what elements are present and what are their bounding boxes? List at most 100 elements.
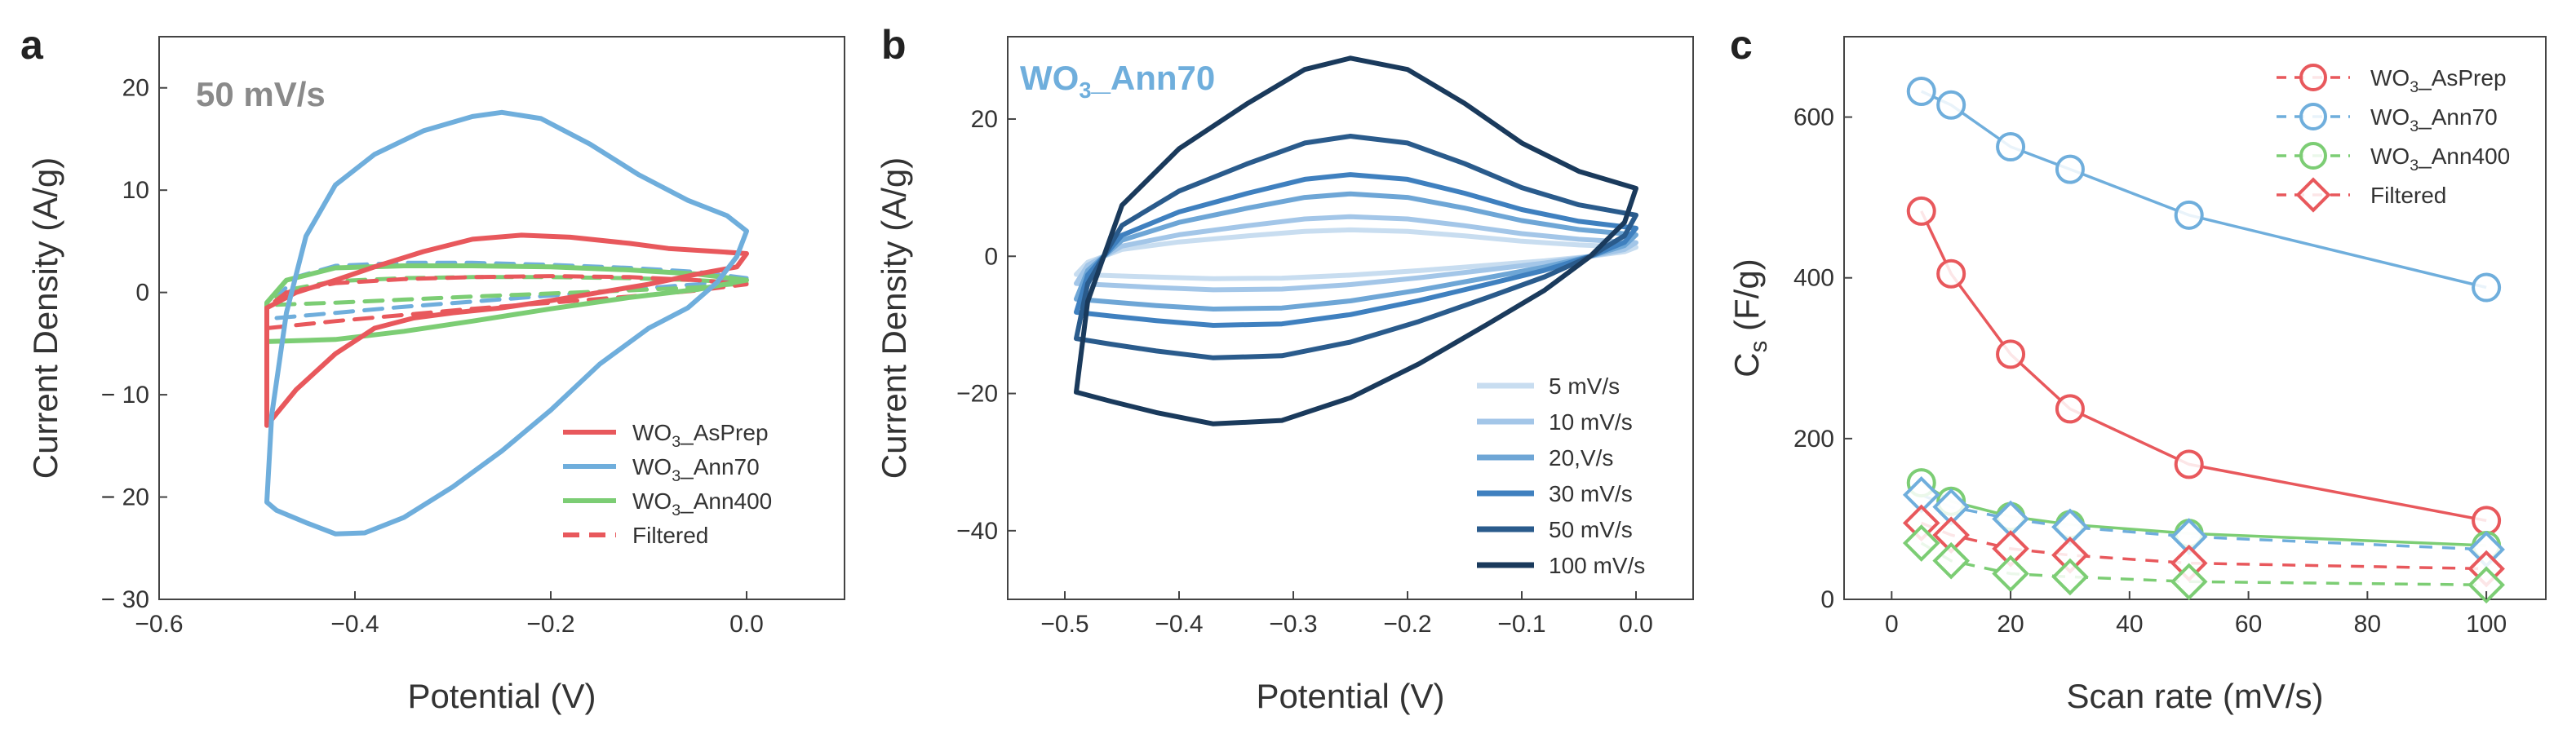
data-point-circle xyxy=(2299,103,2327,130)
annotation-a: 50 mV/s xyxy=(196,75,326,113)
x-axis-title-a: Potential (V) xyxy=(407,677,596,715)
cv-loop-5-mv-s xyxy=(1074,227,1638,281)
y-tick-label: 200 xyxy=(1793,426,1834,453)
y-ticks-a: − 30 − 20 − 10 0 10 20 xyxy=(101,75,167,613)
panel-letter-b: b xyxy=(881,22,907,68)
plot-frame-b xyxy=(1007,36,1694,600)
legend-label-c: WO3_AsPrep xyxy=(2370,65,2507,96)
data-point-circle xyxy=(1996,339,2026,369)
x-ticks-a: −0.6 −0.4 −0.2 0.0 xyxy=(135,591,764,638)
panel-letter-c: c xyxy=(1730,22,1753,68)
legend-label-a-rest: _AsPrep xyxy=(680,420,768,445)
y-axis-title-c-rest: (F/g) xyxy=(1727,258,1766,340)
annotation-b-main: WO xyxy=(1020,59,1079,97)
plot-frame-c xyxy=(1843,36,2547,600)
legend-label-a: Filtered xyxy=(632,523,708,548)
panel-letter-a: a xyxy=(20,22,44,68)
y-axis-title-b: Current Density (A/g) xyxy=(875,157,913,479)
x-tick-label: 60 xyxy=(2235,611,2262,638)
cv-loop-100-mv-s xyxy=(1074,55,1638,426)
legend-label-b: 30 mV/s xyxy=(1549,481,1633,506)
legend-label-c-main: WO xyxy=(2370,65,2410,91)
y-tick-label: 20 xyxy=(971,106,998,133)
x-ticks-c: 0 20 40 60 80 100 xyxy=(1885,591,2507,638)
cv-curve-wo3_ann70-dashed xyxy=(274,260,749,320)
y-tick-label: 0 xyxy=(1820,586,1834,613)
y-ticks-b: −40 −20 0 20 xyxy=(956,106,1016,545)
data-point-circle xyxy=(2055,154,2085,184)
x-tick-label: −0.4 xyxy=(330,611,379,638)
legend-label-b: 10 mV/s xyxy=(1549,409,1633,435)
cv-loop-50-mv-s xyxy=(1074,134,1638,360)
legend-label-c: WO3_Ann70 xyxy=(2370,104,2498,135)
y-tick-label: 0 xyxy=(984,243,998,270)
legend-label-c-main: WO xyxy=(2370,104,2410,130)
y-tick-label: 0 xyxy=(135,280,149,307)
x-tick-label: −0.4 xyxy=(1155,611,1203,638)
annotation-b-rest: _Ann70 xyxy=(1091,59,1216,97)
y-tick-label: − 20 xyxy=(101,484,149,511)
data-point-circle xyxy=(1906,196,1936,226)
data-point-diamond xyxy=(1902,524,1940,562)
x-ticks-b: −0.5 −0.4 −0.3 −0.2 −0.1 0.0 xyxy=(1040,591,1653,638)
legend-label-b: 100 mV/s xyxy=(1549,553,1645,578)
x-tick-label: 40 xyxy=(2116,611,2143,638)
legend-label-c-rest: _AsPrep xyxy=(2418,65,2506,91)
data-point-diamond xyxy=(2295,177,2331,213)
x-tick-label: −0.2 xyxy=(1383,611,1431,638)
legend-label-b: 50 mV/s xyxy=(1549,517,1633,542)
series-group-c xyxy=(1902,77,2505,604)
data-point-diamond xyxy=(2467,566,2505,604)
legend-label-a: WO3_Ann70 xyxy=(632,454,760,485)
plot-frame-a xyxy=(158,36,845,600)
legend-label-c: WO3_Ann400 xyxy=(2370,144,2510,175)
legend-label-a-rest: _Ann70 xyxy=(680,454,760,479)
data-point-circle xyxy=(1906,77,1936,107)
panel-c: c 0 20 40 60 80 100 0 200 400 600 Scan rate (mV/… xyxy=(1727,22,2547,715)
panel-a: a −0.6 −0.4 −0.2 0.0 − 30 − 20 − 10 0 10 20 50 m… xyxy=(20,22,845,715)
y-tick-label: 400 xyxy=(1793,265,1834,292)
cv-curve-wo3_asprep xyxy=(264,232,749,428)
y-tick-label: 20 xyxy=(122,75,149,102)
legend-label-a-sub: 3 xyxy=(672,433,681,451)
cv-curve-wo3_ann400-dashed xyxy=(274,275,749,307)
legend-label-b: 5 mV/s xyxy=(1549,373,1620,399)
data-point-circle xyxy=(1936,258,1966,289)
y-tick-label: − 10 xyxy=(101,382,149,409)
cv-loop-10-mv-s xyxy=(1074,214,1638,293)
annotation-b-sub: 3 xyxy=(1079,77,1091,103)
y-tick-label: − 30 xyxy=(101,586,149,613)
x-tick-label: 20 xyxy=(1997,611,2024,638)
legend-label-c-sub: 3 xyxy=(2410,157,2419,175)
y-axis-title-c: Cs (F/g) xyxy=(1727,258,1772,377)
x-tick-label: −0.3 xyxy=(1269,611,1317,638)
x-tick-label: 0 xyxy=(1885,611,1899,638)
data-point-circle xyxy=(2055,394,2085,424)
legend-label-a-main: WO xyxy=(632,420,672,445)
data-point-circle xyxy=(2174,449,2204,479)
y-tick-label: −20 xyxy=(956,381,998,408)
legend-label-a: WO3_AsPrep xyxy=(632,420,769,451)
x-tick-label: −0.6 xyxy=(135,611,183,638)
data-point-diamond xyxy=(1992,554,2029,593)
legend-label-c-rest: _Ann400 xyxy=(2418,144,2510,169)
y-ticks-c: 0 200 400 600 xyxy=(1793,104,1852,613)
x-tick-label: −0.1 xyxy=(1497,611,1545,638)
cv-loop-20-v-s xyxy=(1074,191,1638,311)
series-group-b xyxy=(1074,55,1638,426)
legend-label-c-rest: _Ann70 xyxy=(2418,104,2498,130)
cv-curve-wo3_ann70 xyxy=(264,109,749,537)
y-axis-title-a: Current Density (A/g) xyxy=(26,157,64,479)
legend-label-c-sub: 3 xyxy=(2410,78,2419,96)
y-tick-label: 10 xyxy=(122,177,149,204)
x-tick-label: 0.0 xyxy=(729,611,764,638)
cv-loop-30-mv-s xyxy=(1074,172,1638,328)
legend-label-a-main: WO xyxy=(632,454,672,479)
data-point-circle xyxy=(2299,142,2327,170)
legend-label-b: 20,V/s xyxy=(1549,445,1613,471)
data-point-circle xyxy=(1936,90,1966,120)
data-point-circle xyxy=(1996,132,2026,162)
data-point-diamond xyxy=(1932,541,1971,580)
